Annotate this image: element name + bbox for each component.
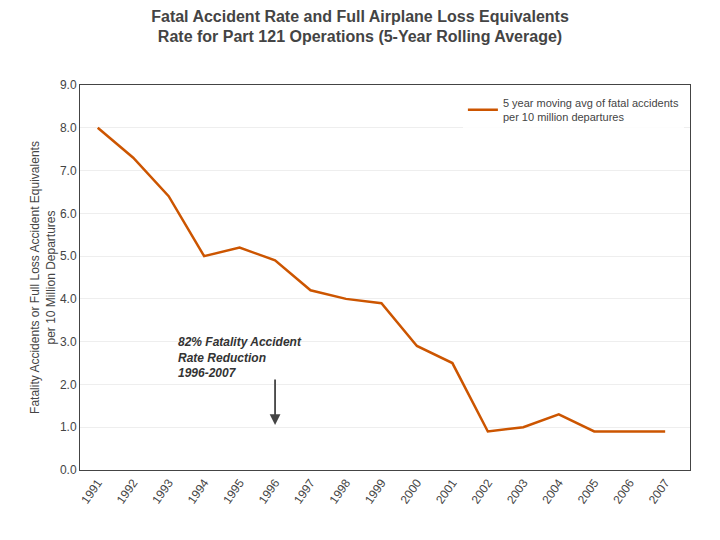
svg-text:2004: 2004 [539,476,566,506]
svg-text:4.0: 4.0 [60,292,77,306]
svg-text:1996: 1996 [256,476,283,506]
svg-text:9.0: 9.0 [60,78,77,92]
svg-text:82% Fatality AccidentRate Redu: 82% Fatality AccidentRate Reduction1996-… [178,335,302,380]
svg-text:8.0: 8.0 [60,121,77,135]
svg-text:2001: 2001 [433,476,460,506]
svg-text:1997: 1997 [291,476,318,506]
svg-text:Fatal Accident Rate and Full A: Fatal Accident Rate and Full Airplane Lo… [151,8,569,46]
svg-text:5 year moving avg of fatal acc: 5 year moving avg of fatal accidentsper … [503,97,679,123]
svg-text:1992: 1992 [114,476,141,506]
svg-text:1991: 1991 [78,476,105,506]
svg-text:2005: 2005 [575,476,602,506]
svg-text:1993: 1993 [149,476,176,506]
svg-text:2000: 2000 [398,476,425,506]
svg-text:2.0: 2.0 [60,378,77,392]
svg-text:Fatality Accidents or Full Los: Fatality Accidents or Full Loss Accident… [28,141,58,414]
svg-text:1994: 1994 [185,476,212,506]
svg-text:1998: 1998 [327,476,354,506]
svg-text:2007: 2007 [646,476,673,506]
svg-text:6.0: 6.0 [60,207,77,221]
svg-text:7.0: 7.0 [60,164,77,178]
svg-text:2002: 2002 [468,476,495,506]
svg-text:3.0: 3.0 [60,335,77,349]
svg-text:0.0: 0.0 [60,463,77,477]
svg-text:2003: 2003 [504,476,531,506]
svg-text:5.0: 5.0 [60,249,77,263]
svg-text:1995: 1995 [220,476,247,506]
svg-text:1999: 1999 [362,476,389,506]
svg-text:2006: 2006 [610,476,637,506]
svg-text:1.0: 1.0 [60,420,77,434]
